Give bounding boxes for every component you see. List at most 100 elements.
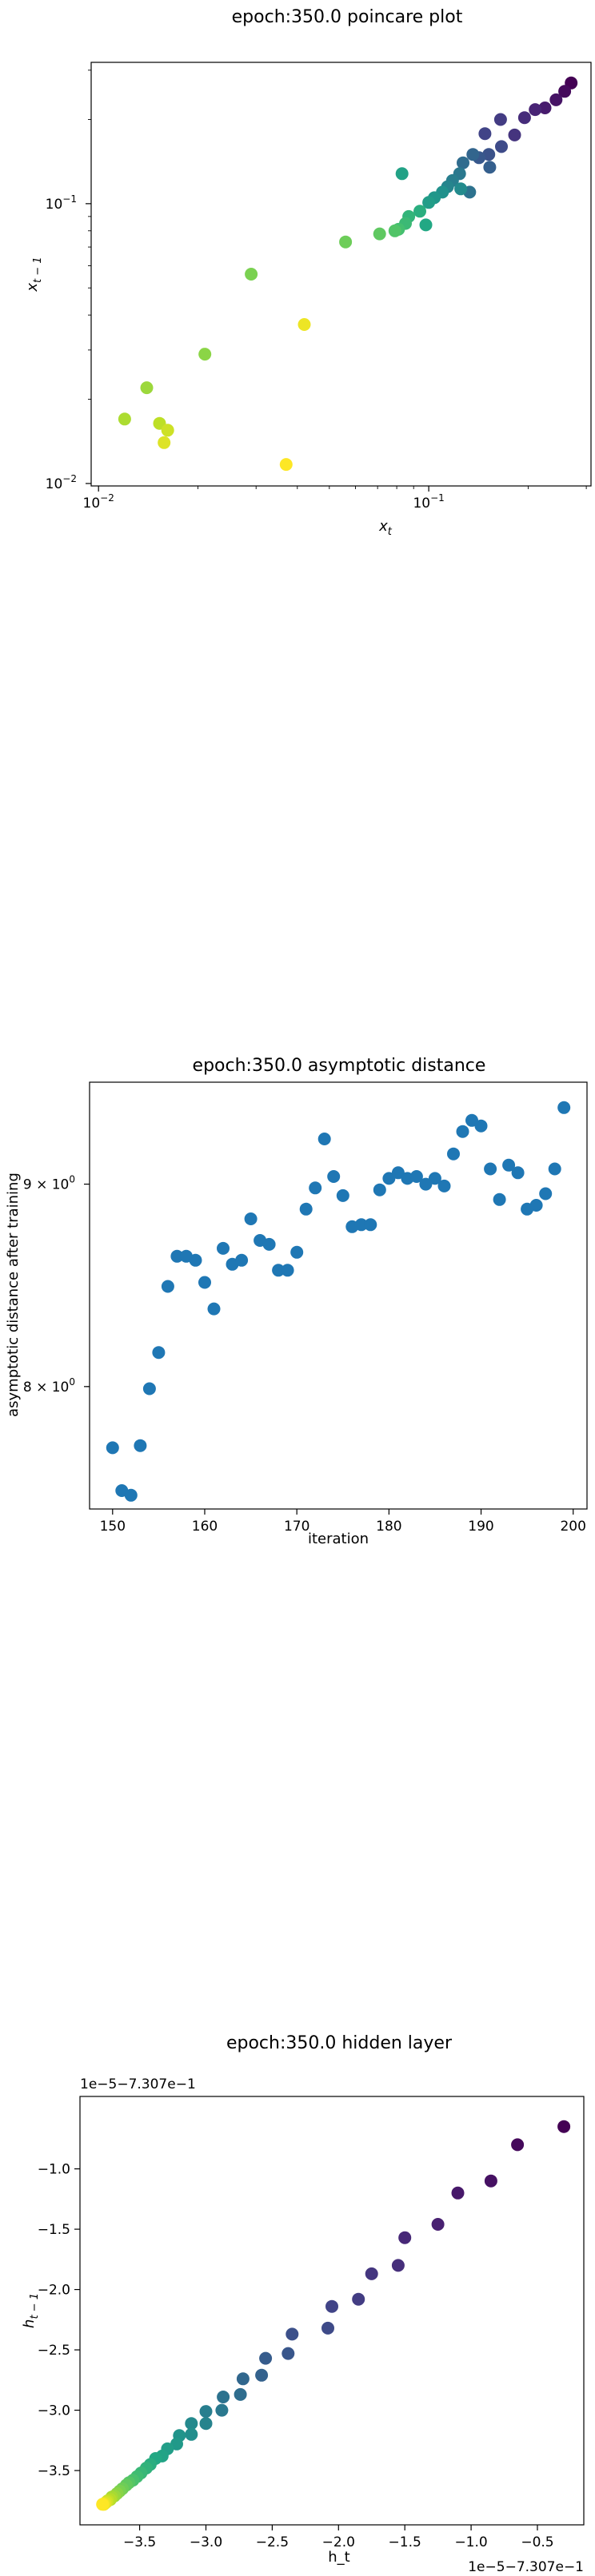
data-point [185,2427,198,2441]
data-point [215,2403,229,2417]
data-point [373,1183,386,1196]
data-point [557,1101,571,1114]
x-tick-label: 200 [560,1519,585,1535]
data-point [484,1162,497,1176]
data-point [529,103,542,117]
x-tick-label: 170 [284,1519,309,1535]
data-point [161,424,174,437]
data-point [244,1212,258,1225]
y-tick-label: 10−1 [46,193,77,213]
data-point [96,2498,110,2511]
data-point [245,268,258,281]
data-point [255,2368,269,2382]
x-tick-label: 150 [100,1519,126,1535]
data-point [259,2351,273,2365]
data-point [262,1237,276,1251]
data-point [495,140,508,153]
y-tick-label: −3.0 [38,2403,70,2419]
data-point [161,1280,174,1293]
x-tick-label: −0.5 [521,2534,553,2550]
x-tick-label: −1.0 [454,2534,487,2550]
axes: −3.5 −3.0 −2.5 −2.0 −1.5 −1.0 −0.5 −3.5 −3.0 −2.5… [38,2162,554,2550]
data-point [281,1264,294,1277]
y-tick-label: −1.0 [38,2162,70,2178]
chart-title: epoch:350.0 hidden layer [226,2033,453,2053]
data-point [451,2186,465,2200]
x-tick-label: 180 [376,1519,401,1535]
data-point [336,1188,349,1202]
data-point [409,1170,423,1183]
data-point [234,2387,247,2401]
y-tick-label: 10−2 [46,473,77,492]
data-point [373,227,386,241]
data-point [198,1276,211,1289]
data-point [365,2267,378,2280]
data-point [466,148,480,161]
data-point [185,2417,198,2431]
x-tick-label: 190 [468,1519,493,1535]
x-axis-label: xt [378,518,393,538]
data-point [142,1382,156,1395]
data-point [309,1181,322,1195]
data-point [321,2321,334,2335]
y-tick-label: 9 × 100 [23,1174,75,1193]
data-point [106,1441,119,1455]
data-point [272,1264,286,1277]
poincare-plot-chart: epoch:350.0 poincare plot 10−2 10−110−210… [24,7,592,538]
data-point [199,2417,213,2431]
data-point [327,1170,341,1183]
data-point [325,2299,338,2313]
data-point [317,1133,331,1145]
data-point [118,412,131,426]
x-tick-label: −3.5 [123,2534,156,2550]
data-point [152,1346,166,1360]
x-axis-label: h_t [328,2549,349,2566]
data-point [286,2327,299,2341]
data-point [431,2218,445,2231]
data-point [454,182,468,196]
data-point [217,2391,230,2403]
asymptotic-distance-chart: epoch:350.0 asymptotic distance 150 160 17… [5,1056,588,1547]
data-point [549,93,563,106]
marks [118,76,578,472]
data-point [391,1166,405,1180]
data-point [207,1302,221,1316]
y-tick-label: −2.0 [38,2283,70,2299]
x-tick-label: −2.5 [256,2534,289,2550]
data-point [517,111,531,125]
data-point [511,2138,525,2152]
data-point [299,1202,313,1216]
y-axis-label: xt − 1 [24,257,44,292]
data-point [339,235,353,249]
chart-title: epoch:350.0 poincare plot [232,7,463,27]
data-point [398,2231,412,2244]
data-point [437,1179,451,1192]
data-point [198,348,212,361]
data-point [484,2174,497,2188]
marks [96,2120,571,2511]
data-point [282,2347,295,2360]
data-point [364,1218,377,1232]
data-point [482,148,496,161]
data-point [419,1177,433,1191]
data-point [217,1241,230,1255]
data-point [388,224,401,237]
data-point [189,1253,202,1267]
data-point [298,318,311,331]
y-tick-label: −2.5 [38,2343,70,2359]
data-point [557,2120,571,2133]
data-point [502,1158,516,1172]
plot-frame [89,1081,588,1510]
data-point [538,102,552,114]
data-point [413,205,426,218]
plot-frame [79,2096,585,2526]
data-point [199,2405,213,2419]
hidden-layer-chart: epoch:350.0 hidden layer −3.5 −3.0 −2.5 −2.… [21,2033,585,2575]
data-point [279,458,293,472]
x-tick-label: −1.5 [389,2534,421,2550]
data-point [493,113,507,126]
axes: 150 160 170 180 190 200 8 × 100 9 × 100 [23,1174,586,1535]
data-point [548,1162,561,1176]
data-point [428,1172,441,1185]
data-point [140,381,154,395]
